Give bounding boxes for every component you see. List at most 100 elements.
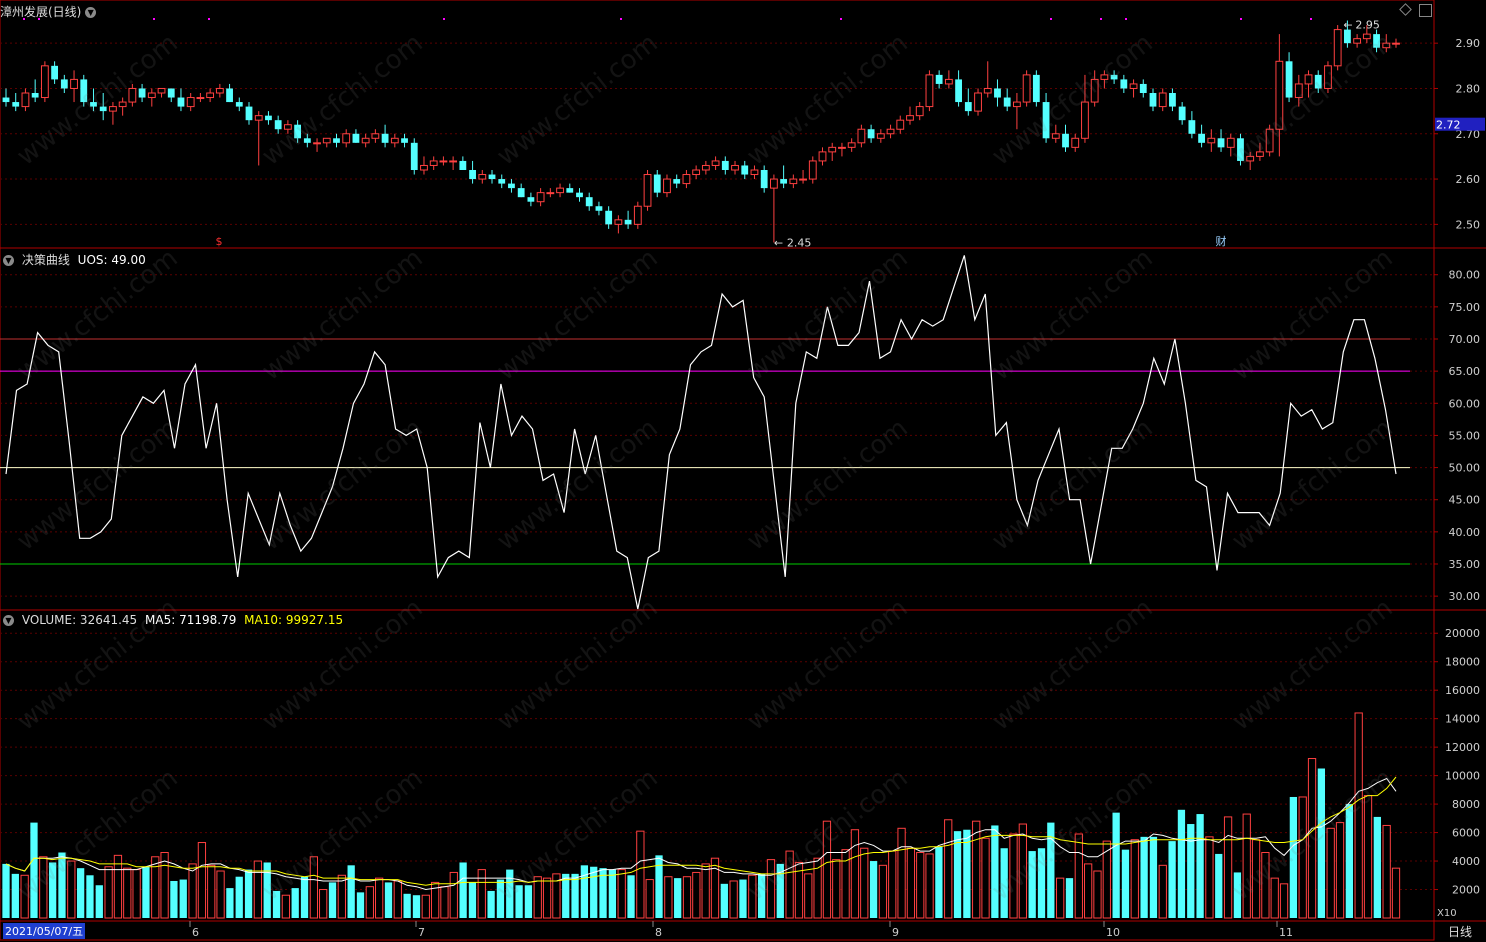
candle-body [633, 205, 642, 225]
volume-bar [1047, 822, 1055, 918]
volume-bar [617, 869, 626, 919]
volume-bar [832, 859, 841, 919]
candle-body [576, 192, 583, 198]
volume-bar [356, 892, 365, 918]
volume-bar [710, 857, 720, 919]
volume-bar [95, 885, 103, 918]
volume-bar [1354, 712, 1363, 919]
price-panel-header: 漳州发展(日线) ▼ [0, 3, 100, 20]
chevron-down-icon[interactable]: ▼ [3, 615, 14, 626]
chevron-down-icon[interactable]: ▼ [85, 7, 97, 18]
price-axis-label: 2.70 [1456, 128, 1481, 141]
volume-bar [30, 822, 38, 918]
volume-bar [440, 886, 449, 919]
candle-body [1022, 74, 1031, 103]
candle-body [760, 170, 768, 189]
volume-bar [151, 856, 160, 919]
candle-body [1256, 151, 1264, 157]
volume-bar [1270, 877, 1279, 919]
volume-bar [906, 847, 916, 919]
candle-body [21, 92, 30, 108]
candle-body [1333, 29, 1342, 67]
volume-ma5-label: MA5: 71198.79 [145, 613, 237, 627]
volume-bar [160, 852, 169, 919]
candle-body [1139, 83, 1147, 93]
candle-body [1392, 42, 1400, 45]
volume-axis-label: 20000 [1445, 627, 1480, 640]
stock-title[interactable]: 漳州发展(日线) [0, 5, 82, 19]
volume-bar [804, 873, 813, 919]
candle-body [51, 65, 59, 80]
volume-bar [515, 885, 523, 918]
uos-indicator-name[interactable]: 决策曲线 [21, 253, 70, 267]
candle-body [371, 133, 380, 139]
candle-body [31, 93, 39, 98]
candle-body [828, 146, 837, 153]
candle-body [1100, 74, 1109, 80]
window-toggle-icon[interactable] [1419, 4, 1432, 17]
volume-bar [403, 893, 411, 918]
volume-bar [272, 890, 281, 918]
volume-bar [244, 869, 253, 918]
candle-body [799, 178, 807, 181]
candle-body [254, 115, 263, 121]
volume-bar [720, 883, 728, 918]
volume-bar [421, 894, 430, 919]
volume-bar [11, 873, 19, 918]
candle-body [701, 164, 710, 171]
volume-bar [430, 881, 440, 919]
volume-bar [692, 871, 701, 919]
volume-bar [991, 825, 999, 918]
signal-dot [443, 18, 445, 20]
volume-bar [1233, 872, 1242, 918]
volume-bar [608, 869, 617, 918]
volume-bar [1140, 836, 1148, 918]
volume-bar [188, 863, 197, 919]
candle-body [964, 102, 972, 112]
x-axis-month-label: 11 [1279, 926, 1293, 939]
volume-bar [449, 871, 458, 919]
period-label[interactable]: 日线 [1448, 925, 1473, 939]
volume-bar [319, 889, 328, 919]
candle-body [566, 188, 574, 193]
volume-bar [1018, 823, 1027, 919]
volume-bar [1251, 839, 1261, 919]
volume-bar [20, 874, 29, 919]
volume-bar [1177, 809, 1186, 918]
event-marker-cai: 财 [1216, 234, 1227, 248]
volume-axis-label: 6000 [1452, 827, 1480, 840]
x-axis-month-label: 10 [1106, 926, 1120, 939]
candle-body [857, 128, 866, 144]
volume-bar [1205, 836, 1214, 919]
volume-bar [291, 888, 299, 918]
candle-body [1285, 61, 1293, 98]
high-arrow-icon: ← [1343, 19, 1352, 32]
uos-axis-label: 55.00 [1449, 429, 1481, 442]
volume-bar [1317, 768, 1326, 918]
x-axis-month-label: 6 [192, 926, 199, 939]
chevron-down-icon[interactable]: ▼ [3, 255, 14, 266]
uos-axis-label: 30.00 [1449, 590, 1481, 603]
candle-body [915, 106, 924, 117]
candle-body [643, 174, 652, 207]
volume-bar [822, 820, 832, 919]
candle-body [40, 65, 49, 99]
event-marker-s: $ [216, 235, 223, 248]
volume-bar [132, 869, 141, 919]
volume-ma10-line [5, 776, 1397, 886]
volume-bar [113, 854, 123, 919]
candle-body [1003, 97, 1011, 107]
candle-body [692, 169, 701, 176]
candle-body [1129, 83, 1138, 89]
candle-body [274, 120, 282, 130]
volume-bar [1261, 852, 1270, 919]
signal-dot [1240, 18, 1242, 20]
volume-bar [1158, 864, 1167, 919]
candle-body [401, 138, 408, 143]
volume-bar [1149, 836, 1158, 918]
candle-body [342, 133, 351, 144]
volume-bar [506, 869, 514, 918]
volume-axis-label: 16000 [1445, 684, 1480, 697]
uos-axis-label: 80.00 [1449, 269, 1481, 282]
volume-bar [682, 876, 692, 919]
